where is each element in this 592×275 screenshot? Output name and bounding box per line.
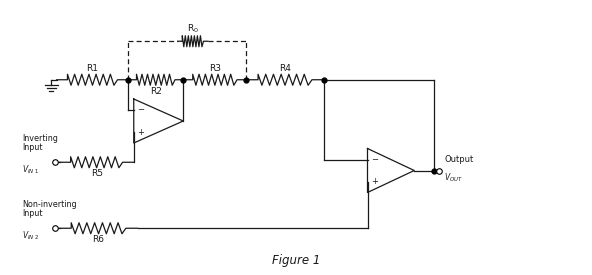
- Text: −: −: [371, 155, 378, 164]
- Text: Input: Input: [22, 209, 43, 218]
- Text: R4: R4: [279, 64, 291, 73]
- Text: +: +: [137, 128, 144, 136]
- Text: −: −: [137, 106, 144, 114]
- Text: $V_{IN\ 1}$: $V_{IN\ 1}$: [22, 163, 40, 176]
- Text: $V_{OUT}$: $V_{OUT}$: [445, 172, 464, 184]
- Text: Non-inverting: Non-inverting: [22, 200, 77, 209]
- Text: Inverting: Inverting: [22, 134, 58, 143]
- Text: Input: Input: [22, 143, 43, 152]
- Text: $V_{IN\ 2}$: $V_{IN\ 2}$: [22, 229, 40, 242]
- Text: R2: R2: [150, 87, 162, 97]
- Text: R3: R3: [209, 64, 221, 73]
- Text: Figure 1: Figure 1: [272, 254, 320, 267]
- Text: Output: Output: [445, 155, 474, 164]
- Text: R$_0$: R$_0$: [187, 22, 199, 35]
- Text: R6: R6: [92, 235, 105, 244]
- Text: +: +: [371, 177, 378, 186]
- Text: R1: R1: [86, 64, 98, 73]
- Text: R5: R5: [91, 169, 102, 178]
